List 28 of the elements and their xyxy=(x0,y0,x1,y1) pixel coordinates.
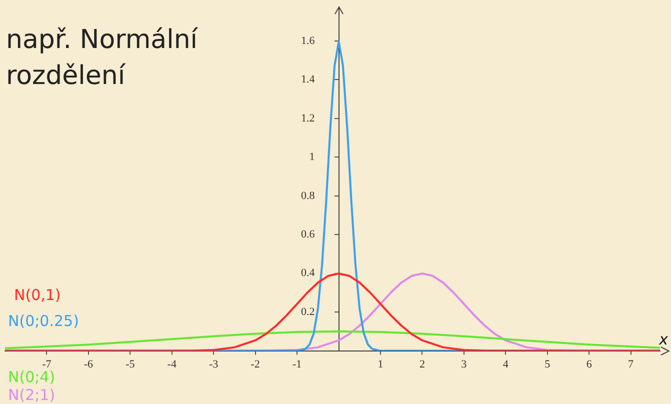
text: např. Normální rozdělení xyxy=(6,24,199,93)
x-tick-label: 3 xyxy=(461,358,468,370)
text: N(2;1) xyxy=(8,386,56,404)
x-tick-label: -7 xyxy=(42,358,52,370)
series-label: N(0;4) xyxy=(8,368,56,386)
x-tick-label: -6 xyxy=(84,358,94,370)
y-tick-label: 0.8 xyxy=(301,190,316,202)
x-tick-label: -2 xyxy=(250,358,260,370)
y-tick-label: 0.4 xyxy=(301,267,316,280)
x-axis-title: x xyxy=(658,330,668,349)
x-tick-label: -5 xyxy=(126,358,136,370)
x-tick-label: 2 xyxy=(419,358,425,370)
y-tick-label: 1 xyxy=(309,151,315,164)
y-tick-label: 0.6 xyxy=(301,228,316,240)
series-label: N(0;0.25) xyxy=(8,312,79,330)
x-tick-label: -1 xyxy=(292,358,302,370)
text: N(0,1) xyxy=(14,286,61,304)
y-tick-label: 1.2 xyxy=(301,112,315,124)
x-tick-label: 7 xyxy=(628,358,634,370)
x-tick-label: 6 xyxy=(586,358,592,370)
x-tick-label: -3 xyxy=(209,358,219,370)
x-tick-label: 4 xyxy=(502,358,509,370)
y-tick-label: 1.4 xyxy=(301,74,316,86)
y-tick-label: 1.6 xyxy=(301,34,316,47)
y-tick-label: 0.2 xyxy=(301,306,315,318)
x-tick-label: 5 xyxy=(544,358,551,370)
x-tick-label: -4 xyxy=(167,358,177,370)
x-tick-label: 1 xyxy=(378,358,384,370)
